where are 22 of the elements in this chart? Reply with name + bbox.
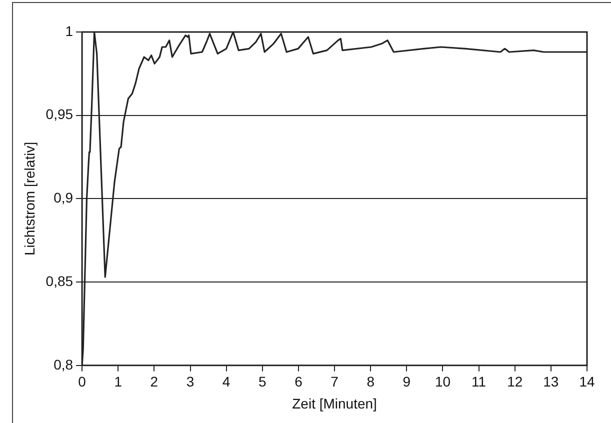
y-tick-label: 0,9	[54, 190, 74, 206]
x-tick-label: 4	[222, 374, 230, 390]
y-tick-label: 0,95	[46, 106, 74, 122]
x-tick-label: 7	[330, 374, 339, 390]
x-tick-label: 11	[472, 374, 486, 390]
x-tick-label: 12	[507, 374, 523, 390]
x-tick-label: 1	[114, 374, 122, 390]
x-tick-label: 5	[258, 374, 266, 390]
y-tick-label: 0,8	[54, 356, 74, 372]
y-tick-label: 1	[65, 22, 74, 39]
x-tick-label: 9	[402, 374, 411, 390]
x-axis-title: Zeit [Minuten]	[292, 395, 377, 412]
x-tick-label: 8	[366, 374, 375, 390]
x-tick-label: 10	[434, 374, 451, 390]
x-tick-label: 6	[294, 374, 303, 390]
y-tick-label: 0,85	[46, 272, 74, 289]
y-axis-title: Lichtstrom [relativ]	[21, 142, 38, 256]
x-tick-label: 2	[150, 374, 158, 390]
x-tick-label: 13	[543, 374, 559, 390]
x-tick-label: 14	[579, 374, 595, 390]
x-tick-label: 3	[186, 374, 194, 390]
x-tick-label: 0	[78, 374, 86, 390]
